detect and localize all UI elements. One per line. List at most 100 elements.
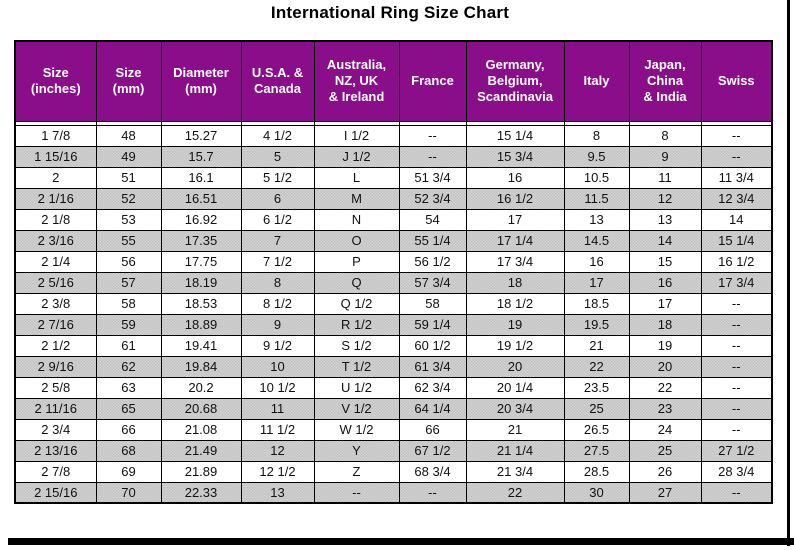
table-cell: 8 [563,124,630,147]
table-cell: 15 1/4 [700,229,773,252]
table-cell: Q 1/2 [313,292,400,315]
table-row: 2 13/16 68 21.49 12 Y 67 1/2 21 1/4 27.5 25 27 1/… [14,439,773,462]
column-header: Italy [563,40,630,122]
column-header: Germany, Belgium, Scandinavia [465,40,565,122]
table-row: 2 7/16 59 18.89 9 R 1/2 59 1/4 19 19.5 18 -- [14,313,773,336]
table-cell: 12 1/2 [240,460,315,483]
table-cell: 2 1/2 [14,334,97,357]
table-cell: N [313,208,400,231]
column-header: U.S.A. & Canada [240,40,315,122]
table-row: 2 3/4 66 21.08 11 1/2 W 1/2 66 21 26.5 24 -- [14,418,773,441]
table-cell: -- [700,292,773,315]
table-cell: 2 1/16 [14,187,97,210]
table-cell: 27 [628,481,702,504]
table-row: 2 9/16 62 19.84 10 T 1/2 61 3/4 20 22 20 -- [14,355,773,378]
table-cell: 62 [95,355,162,378]
table-row: 2 1/8 53 16.92 6 1/2 N 54 17 13 13 14 [14,208,773,231]
table-cell: 11 [628,166,702,189]
table-cell: -- [700,334,773,357]
column-header: Australia, NZ, UK & Ireland [313,40,400,122]
table-cell: -- [700,376,773,399]
table-cell: 21 [563,334,630,357]
table-cell: 2 7/16 [14,313,97,336]
table-cell: 1 15/16 [14,145,97,168]
table-cell: 63 [95,376,162,399]
table-cell: I 1/2 [313,124,400,147]
bottom-border-bar [8,538,794,545]
right-border-line [787,0,790,546]
table-cell: 21 [465,418,565,441]
table-cell: 6 [240,187,315,210]
table-cell: 28 3/4 [700,460,773,483]
table-cell: 19 [465,313,565,336]
table-cell: 58 [398,292,467,315]
table-cell: Y [313,439,400,462]
table-row: 2 1/2 61 19.41 9 1/2 S 1/2 60 1/2 19 1/2 21 19 -- [14,334,773,357]
table-cell: 10 1/2 [240,376,315,399]
table-cell: 17 3/4 [700,271,773,294]
table-cell: 9 [628,145,702,168]
table-cell: 65 [95,397,162,420]
table-cell: 10 [240,355,315,378]
table-cell: 12 [240,439,315,462]
table-cell: 19.5 [563,313,630,336]
table-cell: 5 1/2 [240,166,315,189]
table-cell: 52 [95,187,162,210]
table-cell: 56 [95,250,162,273]
table-cell: 18.5 [563,292,630,315]
table-cell: -- [398,481,467,504]
table-cell: 6 1/2 [240,208,315,231]
table-cell: 22 [465,481,565,504]
table-cell: 20 1/4 [465,376,565,399]
table-cell: P [313,250,400,273]
table-cell: 53 [95,208,162,231]
table-cell: S 1/2 [313,334,400,357]
table-cell: 16 1/2 [465,187,565,210]
table-cell: 52 3/4 [398,187,467,210]
table-row: 2 7/8 69 21.89 12 1/2 Z 68 3/4 21 3/4 28.5 26 28 … [14,460,773,483]
table-cell: 17 1/4 [465,229,565,252]
column-header: Size (inches) [14,40,97,122]
table-row: 2 1/16 52 16.51 6 M 52 3/4 16 1/2 11.5 12 12 3/4 [14,187,773,210]
table-cell: -- [398,145,467,168]
table-cell: 9 [240,313,315,336]
table-cell: 2 3/8 [14,292,97,315]
table-cell: 18 1/2 [465,292,565,315]
table-cell: 26.5 [563,418,630,441]
table-cell: 2 1/8 [14,208,97,231]
table-cell: 18.53 [160,292,242,315]
table-cell: 19.84 [160,355,242,378]
table-cell: 7 [240,229,315,252]
table-cell: -- [700,145,773,168]
table-cell: 16 [465,166,565,189]
table-cell: 21.89 [160,460,242,483]
table-cell: 21 3/4 [465,460,565,483]
table-cell: 20 [465,355,565,378]
table-cell: 5 [240,145,315,168]
table-cell: 16.51 [160,187,242,210]
table-cell: O [313,229,400,252]
table-cell: 22 [563,355,630,378]
table-cell: 20.2 [160,376,242,399]
table-cell: 18.19 [160,271,242,294]
table-cell: 18 [465,271,565,294]
table-row: 2 3/16 55 17.35 7 O 55 1/4 17 1/4 14.5 14 15 1/4 [14,229,773,252]
table-cell: -- [700,418,773,441]
table-cell: 2 3/16 [14,229,97,252]
table-cell: 2 11/16 [14,397,97,420]
table-cell: 12 [628,187,702,210]
table-cell: 7 1/2 [240,250,315,273]
table-row: 1 7/8 48 15.27 4 1/2 I 1/2 -- 15 1/4 8 8 -- [14,124,773,147]
table-cell: 14.5 [563,229,630,252]
table-cell: 13 [240,481,315,504]
table-cell: 23 [628,397,702,420]
table-cell: 8 [240,271,315,294]
table-cell: 30 [563,481,630,504]
table-cell: 28.5 [563,460,630,483]
table-cell: 64 1/4 [398,397,467,420]
table-row: 2 5/16 57 18.19 8 Q 57 3/4 18 17 16 17 3/4 [14,271,773,294]
table-cell: 61 3/4 [398,355,467,378]
table-cell: -- [700,313,773,336]
table-cell: 21.49 [160,439,242,462]
table-cell: T 1/2 [313,355,400,378]
